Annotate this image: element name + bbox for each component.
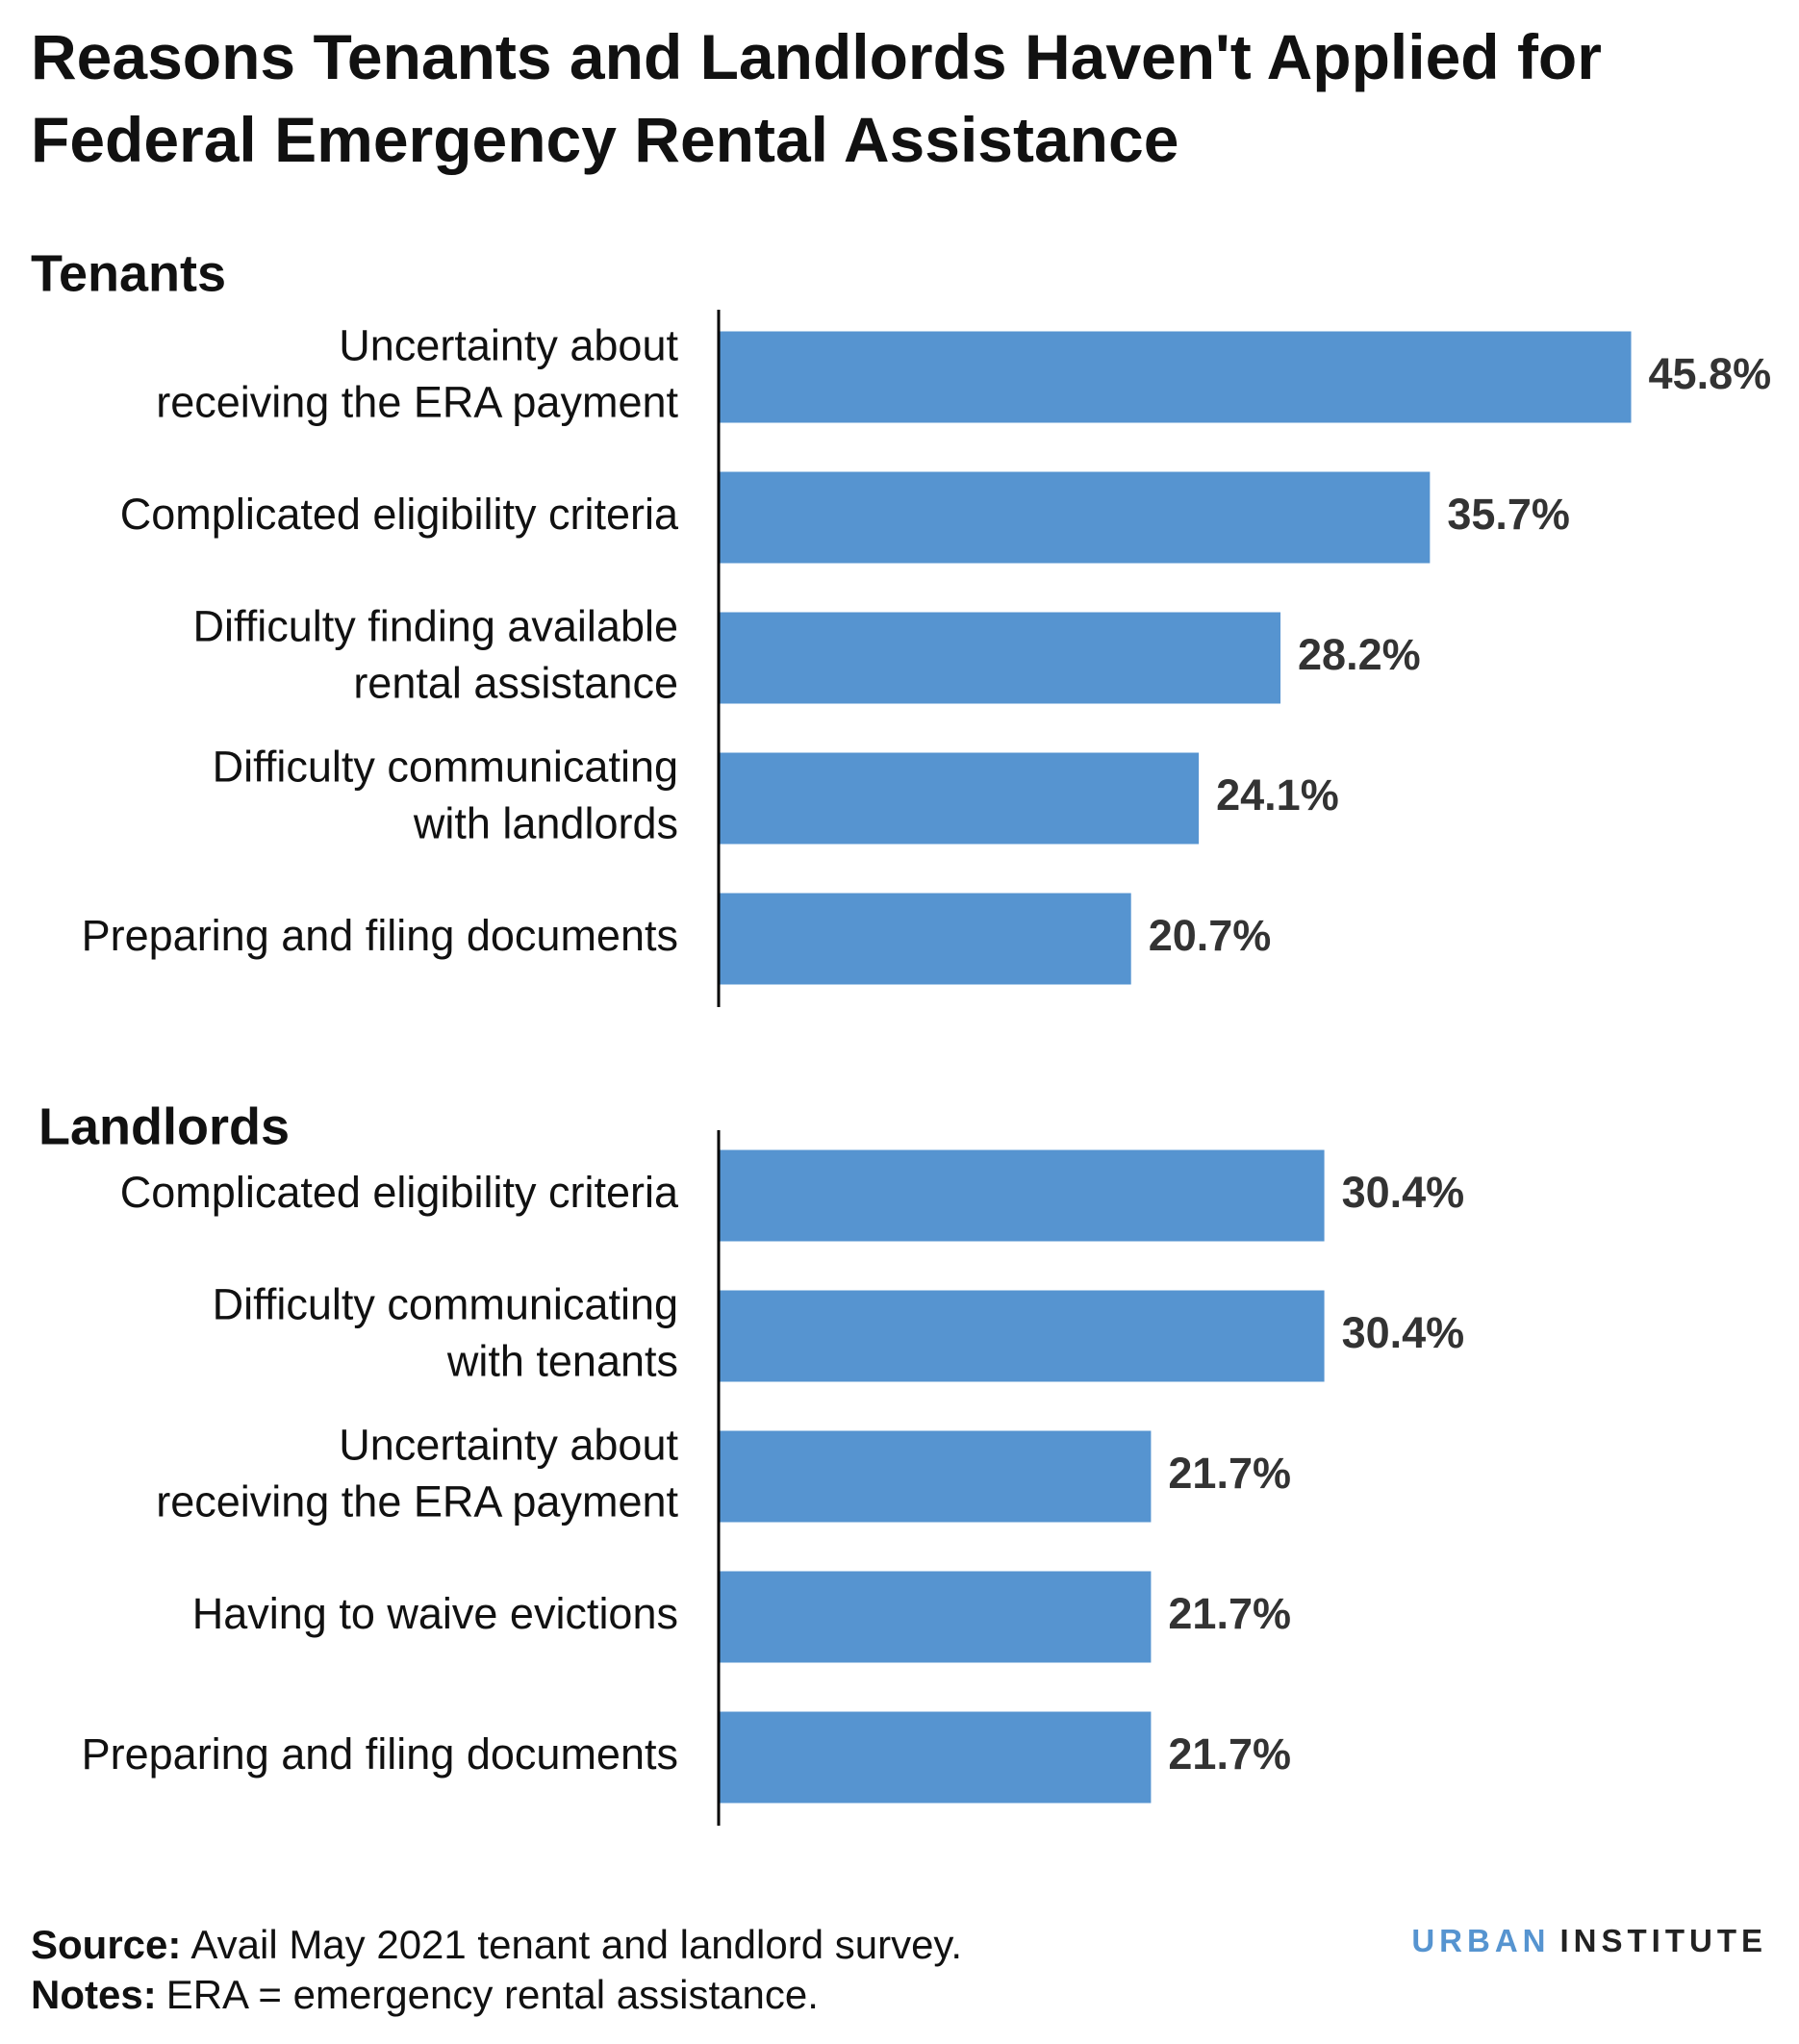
source-label: Source: <box>31 1922 181 1967</box>
bar <box>719 612 1281 704</box>
category-label: Having to waive evictions <box>192 1589 678 1638</box>
logo-second: INSTITUTE <box>1560 1923 1768 1958</box>
text-line: Reasons Tenants and Landlords Haven't Ap… <box>31 21 1602 92</box>
text-line: Federal Emergency Rental Assistance <box>31 104 1178 175</box>
bar <box>719 331 1632 423</box>
logo-first: URBAN <box>1411 1923 1550 1958</box>
value-label: 21.7% <box>1168 1589 1291 1638</box>
source: Source: Avail May 2021 tenant and landlor… <box>31 1922 962 1967</box>
value-label: 28.2% <box>1298 630 1421 679</box>
category-label: Complicated eligibility criteria <box>120 1168 679 1217</box>
text-line: Difficulty finding available <box>193 601 678 650</box>
value-label: 20.7% <box>1149 911 1272 960</box>
text-line: Difficulty communicating <box>213 742 678 791</box>
value-label: 30.4% <box>1342 1168 1465 1217</box>
text-line: Uncertainty about <box>339 1420 678 1469</box>
value-label: 21.7% <box>1168 1449 1291 1498</box>
text-line: Difficulty communicating <box>213 1279 678 1328</box>
notes-label: Notes: <box>31 1972 157 2017</box>
category-label: Preparing and filing documents <box>82 1729 678 1779</box>
category-label: Difficulty communicating with tenants <box>213 1279 678 1385</box>
chart-title: Reasons Tenants and Landlords Haven't Ap… <box>31 21 1602 175</box>
text-line: rental assistance <box>353 658 678 707</box>
source-text: Avail May 2021 tenant and landlord surve… <box>190 1922 962 1967</box>
bar <box>719 1149 1325 1242</box>
bar <box>719 1571 1152 1663</box>
panel-title: Landlords <box>38 1098 290 1155</box>
logo: URBAN INSTITUTE <box>1411 1923 1767 1958</box>
value-label: 21.7% <box>1168 1729 1291 1779</box>
bar <box>719 1711 1152 1804</box>
value-label: 24.1% <box>1216 770 1339 820</box>
notes-text: ERA = emergency rental assistance. <box>166 1972 819 2017</box>
category-label: Uncertainty about receiving the ERA payme… <box>156 320 678 426</box>
text-line: Uncertainty about <box>339 320 678 369</box>
bar <box>719 1290 1325 1382</box>
panel-title: Tenants <box>31 244 226 302</box>
value-label: 35.7% <box>1447 490 1570 539</box>
category-label: Difficulty communicating with landlords <box>213 742 678 847</box>
text-line: receiving the ERA payment <box>156 377 678 426</box>
value-label: 45.8% <box>1649 349 1772 398</box>
bar <box>719 752 1200 845</box>
category-label: Preparing and filing documents <box>82 911 678 960</box>
category-label: Difficulty finding available rental assis… <box>193 601 678 707</box>
category-label: Uncertainty about receiving the ERA payme… <box>156 1420 678 1526</box>
category-label: Complicated eligibility criteria <box>120 490 679 539</box>
text-line: receiving the ERA payment <box>156 1476 678 1526</box>
bar <box>719 893 1131 985</box>
notes: Notes: ERA = emergency rental assistance. <box>31 1972 819 2017</box>
bar <box>719 471 1431 564</box>
text-line: with tenants <box>446 1336 678 1385</box>
value-label: 30.4% <box>1342 1308 1465 1357</box>
text-line: with landlords <box>413 798 678 847</box>
bar <box>719 1430 1152 1523</box>
